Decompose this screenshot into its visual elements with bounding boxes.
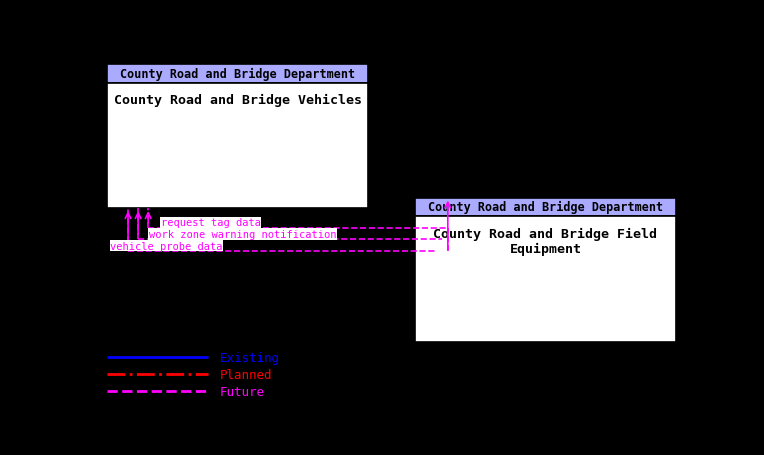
Text: request tag data: request tag data [160,218,261,228]
FancyBboxPatch shape [107,65,368,83]
Text: Existing: Existing [220,351,280,364]
Text: vehicle probe data: vehicle probe data [110,241,223,251]
FancyBboxPatch shape [107,83,368,209]
Text: Future: Future [220,385,265,398]
Text: County Road and Bridge Field
Equipment: County Road and Bridge Field Equipment [433,227,658,255]
Text: County Road and Bridge Department: County Road and Bridge Department [428,201,663,214]
Text: work zone warning notification: work zone warning notification [149,229,336,239]
Text: Planned: Planned [220,368,272,381]
Text: County Road and Bridge Department: County Road and Bridge Department [120,68,355,81]
Text: County Road and Bridge Vehicles: County Road and Bridge Vehicles [114,94,361,107]
FancyBboxPatch shape [416,198,676,217]
FancyBboxPatch shape [416,217,676,342]
